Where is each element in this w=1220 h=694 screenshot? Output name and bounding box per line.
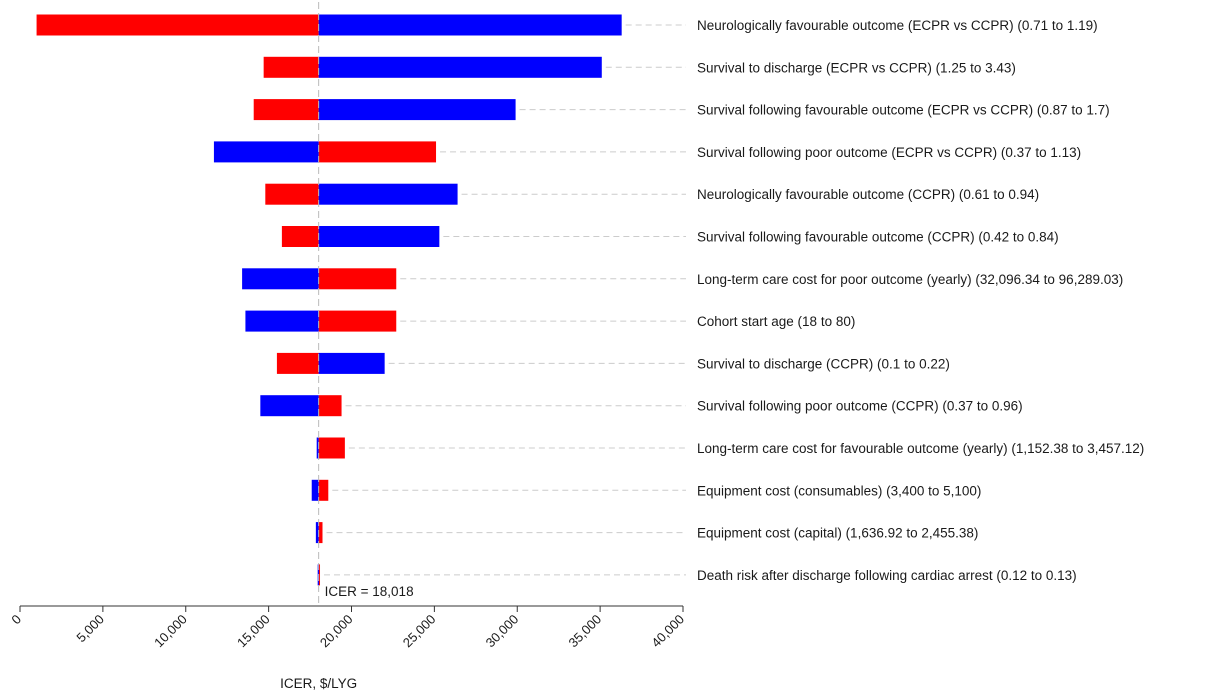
parameter-label: Death risk after discharge following car… xyxy=(697,568,1077,583)
bar-red xyxy=(36,14,319,36)
x-tick-label: 40,000 xyxy=(648,612,687,651)
bar-red xyxy=(253,99,319,121)
bars-group xyxy=(36,14,622,586)
x-tick-label: 25,000 xyxy=(400,612,439,651)
parameter-label: Survival to discharge (ECPR vs CCPR) (1.… xyxy=(697,60,1016,75)
bar-blue xyxy=(318,352,385,374)
bar-blue xyxy=(318,56,602,78)
x-tick-label: 35,000 xyxy=(566,612,605,651)
bar-blue xyxy=(213,141,319,163)
bar-red xyxy=(318,141,437,163)
bar-blue xyxy=(242,268,319,290)
x-axis-ticks: 0 5,000 10,000 15,000 20,000 25,000 30,000 35,0… xyxy=(8,606,687,650)
parameter-label: Cohort start age (18 to 80) xyxy=(697,314,855,329)
parameter-label: Survival following poor outcome (CCPR) (… xyxy=(697,399,1023,414)
x-tick-label: 20,000 xyxy=(317,612,356,651)
bar-blue xyxy=(318,14,622,36)
bar-red xyxy=(276,352,319,374)
bar-red xyxy=(318,268,397,290)
parameter-label: Long-term care cost for poor outcome (ye… xyxy=(697,272,1123,287)
parameter-label: Equipment cost (consumables) (3,400 to 5… xyxy=(697,483,981,498)
bar-red xyxy=(318,310,397,332)
bar-red xyxy=(318,437,345,459)
parameter-label: Survival following favourable outcome (C… xyxy=(697,230,1059,245)
bar-red xyxy=(318,395,342,417)
bar-blue xyxy=(311,479,319,501)
bar-blue xyxy=(318,183,458,205)
bar-red xyxy=(265,183,319,205)
x-axis-title: ICER, $/LYG xyxy=(280,676,357,691)
guide-lines xyxy=(324,24,686,576)
parameter-labels: Neurologically favourable outcome (ECPR … xyxy=(697,18,1144,583)
parameter-label: Neurologically favourable outcome (CCPR)… xyxy=(697,187,1039,202)
parameter-label: Survival following favourable outcome (E… xyxy=(697,103,1110,118)
parameter-label: Equipment cost (capital) (1,636.92 to 2,… xyxy=(697,526,978,541)
x-tick-label: 0 xyxy=(8,612,24,628)
bar-red xyxy=(318,522,323,544)
bar-blue xyxy=(318,99,516,121)
bar-blue xyxy=(316,437,319,459)
bar-blue xyxy=(318,226,440,247)
bar-blue xyxy=(315,522,319,544)
bar-blue xyxy=(260,395,319,417)
x-tick-label: 30,000 xyxy=(483,612,522,651)
parameter-label: Survival to discharge (CCPR) (0.1 to 0.2… xyxy=(697,356,950,371)
icer-baseline-label: ICER = 18,018 xyxy=(325,584,414,599)
bar-red xyxy=(263,56,319,78)
x-tick-label: 5,000 xyxy=(73,612,107,646)
bar-blue xyxy=(245,310,319,332)
parameter-label: Neurologically favourable outcome (ECPR … xyxy=(697,18,1098,33)
bar-red xyxy=(281,226,319,247)
x-tick-label: 10,000 xyxy=(151,612,190,651)
x-tick-label: 15,000 xyxy=(234,612,273,651)
parameter-label: Survival following poor outcome (ECPR vs… xyxy=(697,145,1081,160)
parameter-label: Long-term care cost for favourable outco… xyxy=(697,441,1144,456)
bar-red xyxy=(318,564,321,586)
bar-red xyxy=(318,479,329,501)
